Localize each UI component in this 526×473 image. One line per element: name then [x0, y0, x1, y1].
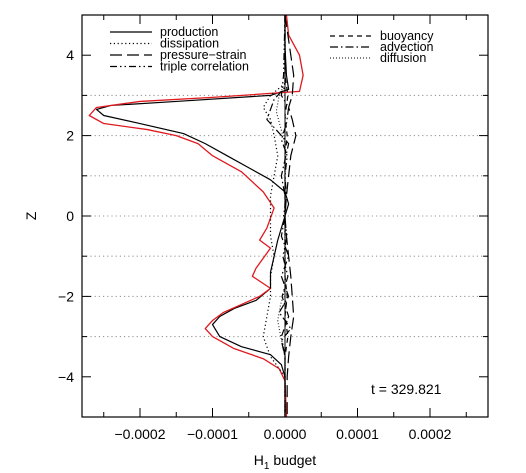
annotation-time: t = 329.821: [371, 381, 442, 397]
series-line-production-red-: [88, 14, 304, 418]
y-tick-label: −2: [58, 288, 74, 304]
legend-label-3: triple correlation: [160, 60, 249, 74]
x-tick-label: 0.0002: [409, 426, 452, 442]
legend: productiondissipationpressure−straintrip…: [110, 25, 434, 74]
y-tick-label: 4: [66, 47, 74, 63]
y-tick-label: 2: [66, 128, 74, 144]
x-tick-label: 0.0001: [336, 426, 379, 442]
x-axis-title: H1 budget: [254, 452, 317, 472]
series-line-production: [95, 15, 290, 417]
series-line-pressure-strain: [284, 14, 297, 417]
legend-label-2: pressure−strain: [160, 48, 247, 62]
legend-label-4: buoyancy: [380, 29, 434, 43]
legend-label-0: production: [160, 25, 218, 39]
x-tick-label: −0.0001: [187, 426, 238, 442]
series-line-diffusion: [275, 15, 286, 417]
x-tick-label: 0.0000: [264, 426, 307, 442]
y-axis-title: Z: [23, 211, 39, 220]
series-line-buoyancy: [284, 15, 289, 417]
series-line-dissipation: [262, 15, 286, 417]
x-tick-label: −0.0002: [115, 426, 166, 442]
series-line-advection: [266, 15, 292, 417]
y-tick-label: −4: [58, 369, 74, 385]
legend-label-1: dissipation: [160, 37, 219, 51]
y-tick-label: 0: [66, 208, 74, 224]
legend-label-6: diffusion: [380, 51, 426, 65]
legend-label-5: advection: [380, 40, 434, 54]
